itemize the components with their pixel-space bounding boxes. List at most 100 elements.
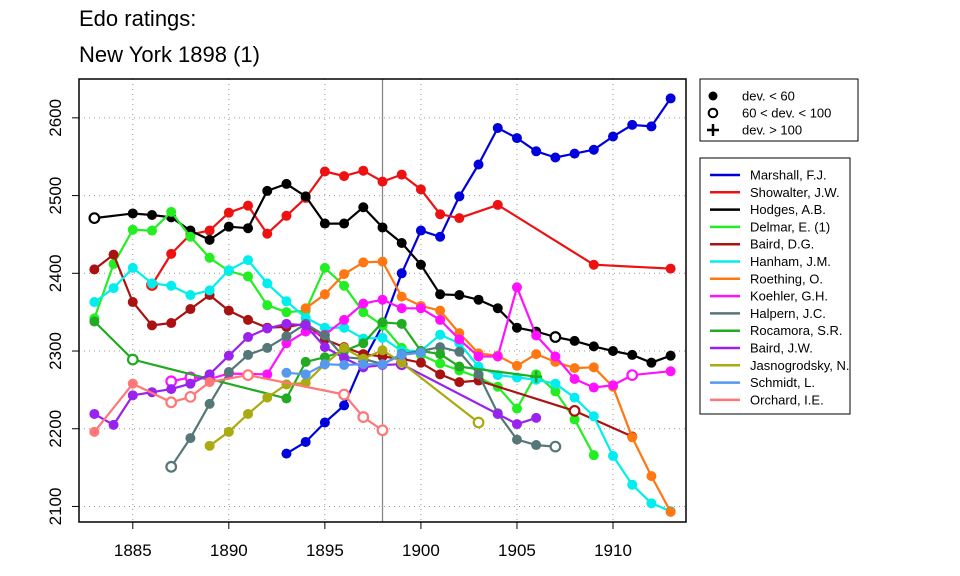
legend-label-halpern-j-c: Halpern, J.C. (750, 306, 826, 321)
point-marshall-f-j-1911 (627, 119, 638, 130)
point-orchard-i-e-1897 (357, 411, 370, 423)
point-baird-j-w-1888 (185, 378, 196, 389)
point-marshall-f-j-1905 (511, 133, 522, 144)
point-baird-j-w-1906 (531, 412, 542, 423)
series-jasnogrodsky-n (204, 342, 485, 451)
point-delmar-e-1-1905 (511, 403, 522, 414)
point-rocamora-s-r-1883 (89, 316, 100, 327)
point-roething-o-1906 (531, 349, 542, 360)
point-showalter-j-w-1892 (262, 228, 273, 239)
point-halpern-j-c-1891 (243, 349, 254, 360)
point-rocamora-s-r-1897 (358, 338, 369, 349)
axes: 1885 1890 1895 1900 1905 1910 2100 2200 2300 2400… (46, 99, 632, 560)
point-orchard-i-e-1888 (184, 390, 197, 403)
marker-legend-label-0: dev. < 60 (742, 89, 795, 104)
point-showalter-j-w-1909 (588, 259, 599, 270)
point-schmidt-l-1897 (358, 359, 369, 370)
point-orchard-i-e-1887 (165, 396, 178, 409)
point-showalter-j-w-1891 (243, 200, 254, 211)
point-koehler-g-h-1905 (511, 282, 522, 293)
point-hanham-j-m-1910 (608, 450, 619, 461)
legend-label-hanham-j-m: Hanham, J.M. (750, 254, 831, 269)
point-hodges-a-b-1895 (319, 218, 330, 229)
point-hanham-j-m-1885 (127, 262, 138, 273)
point-koehler-g-h-1903 (473, 351, 484, 362)
point-baird-j-w-1896 (339, 353, 350, 364)
point-schmidt-l-1896 (339, 360, 350, 371)
point-rocamora-s-r-1906 (530, 370, 543, 383)
point-hodges-a-b-1899 (396, 237, 407, 248)
point-marshall-f-j-1906 (531, 146, 542, 157)
point-baird-d-g-1887 (166, 318, 177, 329)
point-koehler-g-h-1897 (358, 298, 369, 309)
y-tick-label-2300: 2300 (46, 332, 65, 370)
point-halpern-j-c-1892 (262, 342, 273, 353)
point-baird-j-w-1890 (223, 350, 234, 361)
chart-title-line-1: Edo ratings: (79, 6, 197, 31)
point-delmar-e-1-1893 (281, 307, 292, 318)
point-showalter-j-w-1901 (435, 209, 446, 220)
point-hodges-a-b-1910 (608, 346, 619, 357)
point-halpern-j-c-1903 (473, 369, 484, 380)
marker-legend: dev. < 60 60 < dev. < 100 dev. > 100 (699, 78, 859, 142)
legend-label-koehler-g-h: Koehler, G.H. (750, 289, 828, 304)
point-hodges-a-b-1909 (588, 341, 599, 352)
point-jasnogrodsky-n-1896 (339, 342, 350, 353)
point-hodges-a-b-1894 (300, 191, 311, 202)
point-hodges-a-b-1902 (454, 290, 465, 301)
point-rocamora-s-r-1895 (319, 352, 330, 363)
point-hanham-j-m-1901 (435, 329, 446, 340)
point-showalter-j-w-1890 (223, 207, 234, 218)
y-tick-label-2500: 2500 (46, 177, 65, 215)
point-koehler-g-h-1909 (588, 382, 599, 393)
series-legend: Marshall, F.J. Showalter, J.W. Hodges, A.B… (699, 157, 851, 415)
point-baird-j-w-1885 (127, 390, 138, 401)
point-schmidt-l-1895 (319, 359, 330, 370)
point-showalter-j-w-1900 (415, 184, 426, 195)
point-halpern-j-c-1889 (204, 398, 215, 409)
point-baird-j-w-1894 (300, 320, 311, 331)
x-tick-label-1885: 1885 (114, 541, 152, 560)
point-delmar-e-1-1889 (204, 252, 215, 263)
point-baird-j-w-1884 (108, 419, 119, 430)
point-koehler-g-h-1910 (608, 380, 619, 391)
point-koehler-g-h-1902 (454, 334, 465, 345)
point-marshall-f-j-1903 (473, 159, 484, 170)
point-orchard-i-e-1885 (127, 378, 138, 389)
series-roething-o (300, 256, 676, 517)
legend-label-schmidt-l: Schmidt, L. (750, 375, 815, 390)
point-halpern-j-c-1907 (549, 440, 562, 453)
point-showalter-j-w-1904 (492, 199, 503, 210)
marker-legend-label-2: dev. > 100 (742, 123, 802, 138)
point-koehler-g-h-1893 (281, 338, 292, 349)
point-hodges-a-b-1889 (204, 234, 215, 245)
point-showalter-j-w-1899 (396, 169, 407, 180)
grid-lines (79, 79, 686, 522)
point-hanham-j-m-1893 (281, 296, 292, 307)
point-hodges-a-b-1903 (473, 294, 484, 305)
legend-label-baird-d-g: Baird, D.G. (750, 237, 814, 252)
point-schmidt-l-1894 (300, 369, 311, 380)
point-delmar-e-1-1897 (358, 307, 369, 318)
x-tick-label-1890: 1890 (210, 541, 248, 560)
point-hodges-a-b-1898 (377, 222, 388, 233)
y-tick-label-2400: 2400 (46, 254, 65, 292)
point-marshall-f-j-1895 (319, 417, 330, 428)
legend-label-marshall-f-j: Marshall, F.J. (750, 168, 827, 183)
point-roething-o-1896 (339, 269, 350, 280)
marker-legend-label-1: 60 < dev. < 100 (742, 106, 831, 121)
point-orchard-i-e-1889 (204, 377, 215, 388)
point-hanham-j-m-1892 (262, 278, 273, 289)
point-koehler-g-h-1901 (435, 314, 446, 325)
point-rocamora-s-r-1898 (377, 317, 388, 328)
series-legend-box (699, 157, 851, 415)
point-rocamora-s-r-1901 (435, 349, 446, 360)
point-jasnogrodsky-n-1898 (377, 345, 388, 356)
point-baird-d-g-1908 (568, 404, 581, 417)
point-marshall-f-j-1912 (646, 121, 657, 132)
marker-legend-symbol-filled-circle (708, 91, 718, 101)
point-hanham-j-m-1909 (588, 411, 599, 422)
point-hodges-a-b-1896 (339, 218, 350, 229)
point-halpern-j-c-1902 (454, 346, 465, 357)
